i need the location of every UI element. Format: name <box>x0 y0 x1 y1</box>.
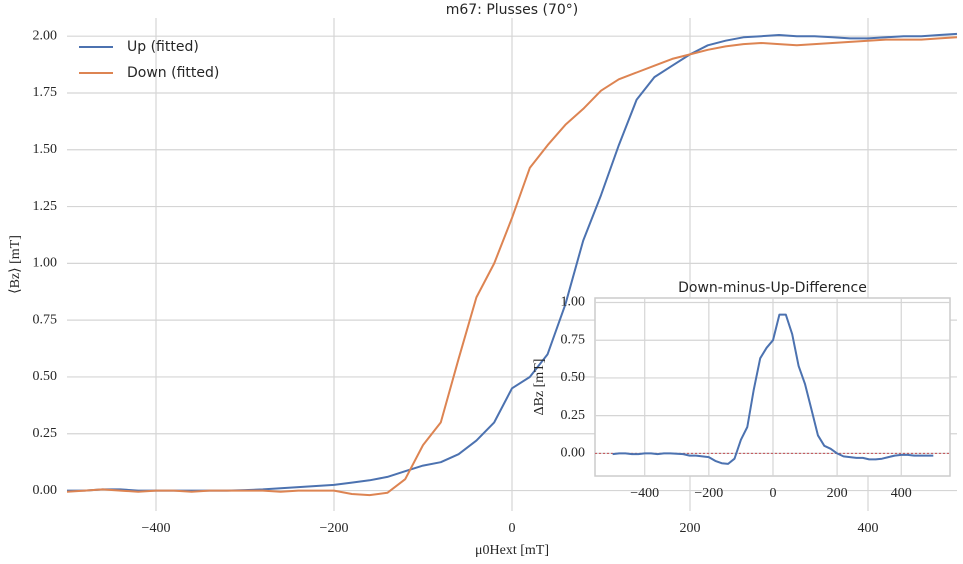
y-tick-label: 0.50 <box>33 369 58 384</box>
x-tick-label: 0 <box>769 486 776 501</box>
y-tick-label: 1.25 <box>33 199 58 214</box>
y-tick-label: 0.00 <box>33 483 58 498</box>
x-tick-label: −400 <box>630 486 659 501</box>
y-tick-label: 2.00 <box>33 28 58 43</box>
y-tick-label: 1.75 <box>33 85 58 100</box>
y-tick-label: 0.00 <box>561 446 586 461</box>
x-tick-label: 200 <box>827 486 848 501</box>
y-tick-label: 1.50 <box>33 142 58 157</box>
legend-label: Up (fitted) <box>127 39 199 55</box>
x-tick-label: 200 <box>680 521 701 536</box>
y-tick-label: 0.75 <box>33 312 58 327</box>
chart-title: m67: Plusses (70°) <box>446 2 579 18</box>
y-tick-label: 1.00 <box>33 256 58 271</box>
y-tick-label: 0.25 <box>33 426 58 441</box>
y-axis-label: ΔBz [mT] <box>532 359 547 416</box>
x-tick-label: −200 <box>320 521 349 536</box>
y-tick-label: 0.75 <box>561 332 586 347</box>
main-chart: −400 −200 0 200 400 0.00 0.25 0.50 0.75 1.00 1.25 1… <box>8 2 958 558</box>
x-tick-label: 0 <box>509 521 516 536</box>
x-tick-label: 400 <box>891 486 912 501</box>
data-line <box>612 313 934 465</box>
y-tick-label: 1.00 <box>561 295 586 310</box>
data-line <box>66 36 958 497</box>
y-tick-label: 0.50 <box>561 370 586 385</box>
legend-label: Down (fitted) <box>127 65 219 81</box>
x-tick-label: −400 <box>142 521 171 536</box>
x-tick-label: −200 <box>694 486 723 501</box>
y-tick-label: 0.25 <box>561 408 586 423</box>
inset-chart: −400 −200 0 200 400 0.00 0.25 0.50 0.75 1.00 Down-… <box>532 280 951 501</box>
chart-title: Down-minus-Up-Difference <box>678 280 867 296</box>
y-axis-label: ⟨Bz⟩ [mT] <box>8 235 23 294</box>
x-axis-label: μ0Hext [mT] <box>475 543 549 558</box>
x-tick-label: 400 <box>858 521 879 536</box>
